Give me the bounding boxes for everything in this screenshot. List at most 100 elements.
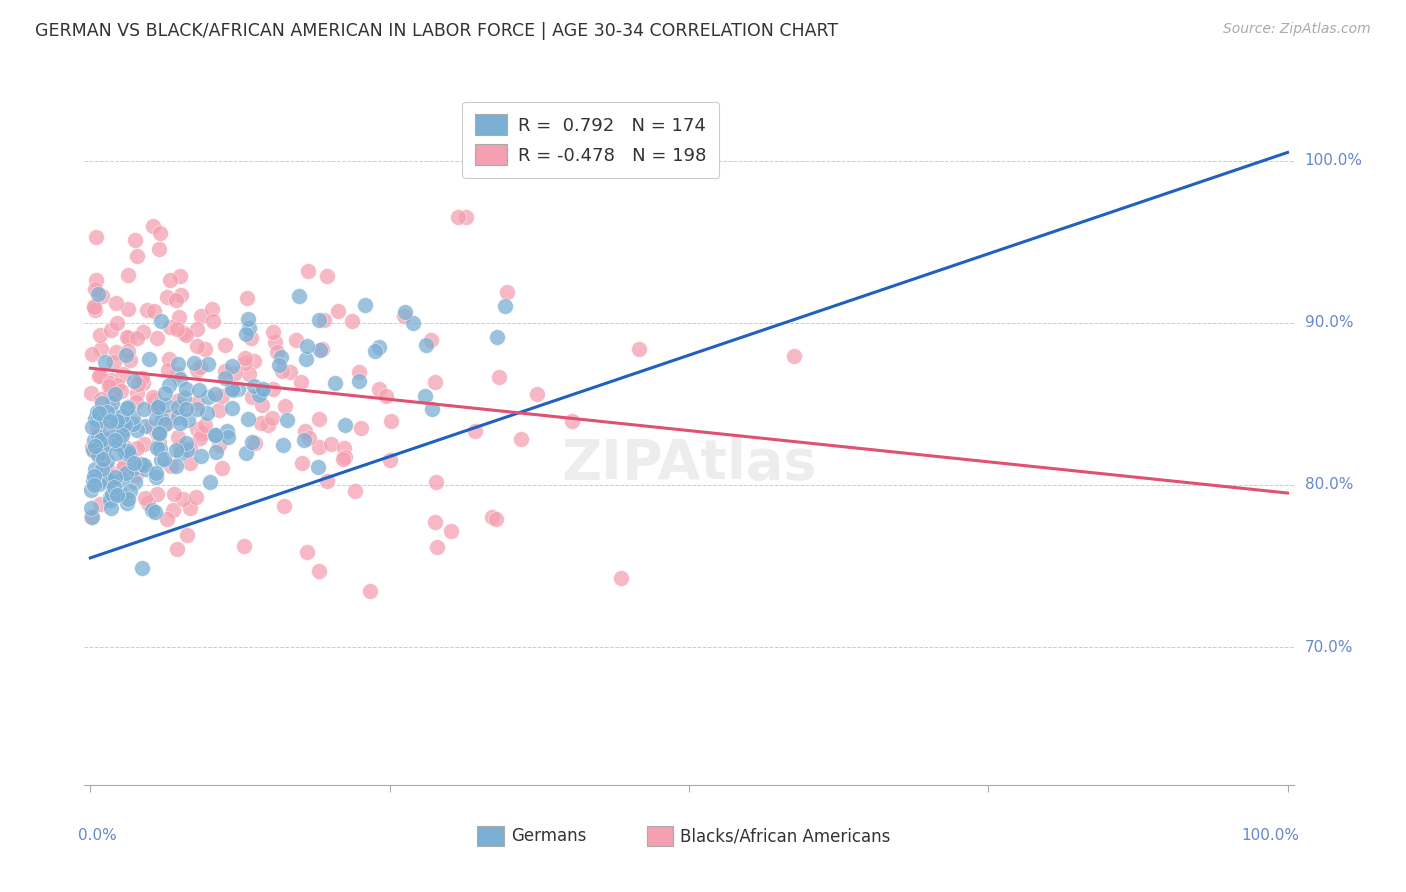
FancyBboxPatch shape	[647, 826, 673, 846]
Point	[90, 289, 112, 303]
Point	[122, 456, 145, 470]
Point	[135, 462, 157, 476]
Point	[150, 453, 173, 467]
Point	[423, 516, 446, 530]
Point	[233, 539, 256, 553]
Point	[108, 429, 131, 443]
Text: 80.0%: 80.0%	[1305, 477, 1353, 492]
Point	[309, 343, 332, 358]
Point	[270, 350, 292, 364]
Point	[120, 353, 142, 368]
Point	[121, 409, 143, 424]
Point	[87, 419, 110, 434]
Point	[112, 459, 135, 474]
Point	[214, 364, 236, 378]
Point	[235, 445, 257, 459]
Point	[353, 297, 375, 311]
Point	[89, 328, 111, 343]
Point	[183, 355, 205, 369]
Point	[264, 334, 287, 349]
Point	[238, 412, 260, 426]
Point	[176, 402, 198, 417]
Point	[295, 339, 318, 353]
Point	[125, 331, 148, 345]
Point	[186, 321, 208, 335]
Point	[142, 219, 165, 233]
Point	[208, 402, 231, 417]
Point	[149, 226, 172, 240]
Point	[90, 342, 112, 356]
Point	[191, 425, 214, 440]
Point	[157, 409, 180, 424]
Point	[217, 430, 239, 444]
Point	[83, 468, 105, 483]
Point	[103, 390, 125, 404]
Point	[201, 302, 224, 317]
Point	[291, 456, 314, 470]
Point	[83, 299, 105, 313]
Point	[100, 396, 122, 410]
Point	[90, 462, 112, 476]
Point	[276, 413, 298, 427]
Point	[165, 293, 187, 308]
Point	[176, 443, 198, 458]
Point	[134, 419, 156, 434]
Point	[419, 333, 441, 347]
Point	[89, 473, 111, 487]
Point	[394, 304, 416, 318]
Point	[222, 384, 245, 398]
Point	[238, 321, 260, 335]
Point	[266, 345, 288, 359]
Point	[375, 389, 398, 403]
Point	[111, 462, 134, 476]
Point	[195, 405, 218, 419]
Point	[162, 503, 184, 517]
Point	[184, 490, 207, 504]
Point	[84, 302, 107, 317]
Point	[188, 431, 211, 445]
Point	[115, 466, 138, 480]
Point	[134, 437, 156, 451]
Point	[440, 524, 463, 538]
Point	[80, 420, 103, 434]
Point	[332, 452, 354, 467]
Point	[132, 376, 155, 390]
Point	[83, 443, 105, 458]
Point	[112, 368, 135, 382]
Point	[166, 542, 188, 557]
Point	[143, 393, 166, 408]
Point	[378, 452, 401, 467]
Point	[91, 414, 114, 428]
Point	[128, 461, 150, 475]
Point	[87, 368, 110, 383]
Point	[111, 472, 134, 486]
Point	[402, 316, 425, 330]
Point	[271, 438, 294, 452]
Point	[332, 441, 354, 455]
Point	[112, 424, 135, 438]
Text: 100.0%: 100.0%	[1305, 153, 1362, 168]
Point	[179, 456, 201, 470]
Text: ZIPAtlas: ZIPAtlas	[561, 437, 817, 491]
Point	[125, 386, 148, 401]
Point	[172, 492, 194, 507]
Point	[380, 414, 402, 428]
Point	[87, 448, 110, 462]
Point	[307, 459, 329, 474]
Point	[221, 383, 243, 397]
Point	[132, 402, 155, 417]
Point	[174, 327, 197, 342]
Point	[319, 436, 342, 450]
Point	[783, 349, 806, 363]
Point	[118, 484, 141, 499]
Point	[104, 386, 127, 401]
Point	[83, 412, 105, 426]
Point	[238, 368, 260, 382]
Point	[510, 433, 533, 447]
Point	[148, 398, 170, 412]
Point	[173, 391, 195, 405]
Point	[122, 374, 145, 388]
Point	[187, 383, 209, 397]
Point	[142, 303, 165, 318]
Point	[148, 242, 170, 256]
